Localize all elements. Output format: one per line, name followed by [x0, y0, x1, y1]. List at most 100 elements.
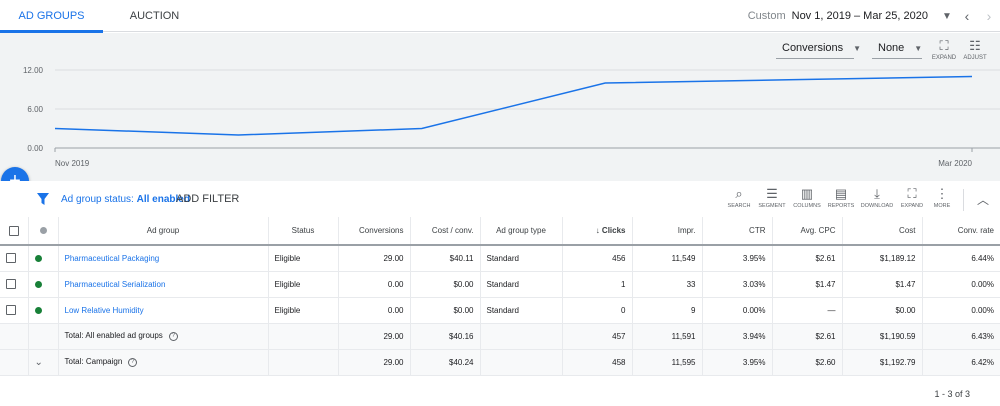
total-row-enabled: Total: All enabled ad groups? 29.00 $40.… — [0, 323, 1000, 350]
clicks-cell: 456 — [562, 245, 633, 272]
status-filter-value: All enabled — [136, 194, 190, 205]
tab-ad-groups[interactable]: Ad groups — [0, 0, 103, 33]
columns-label: COLUMNS — [793, 203, 821, 209]
col-header-avg-cpc[interactable]: Avg. CPC — [772, 217, 843, 246]
help-icon[interactable]: ? — [128, 357, 138, 367]
columns-icon: ▥ — [800, 186, 814, 201]
cost-cell: $1,192.79 — [842, 349, 923, 376]
date-range-picker[interactable]: Custom Nov 1, 2019 – Mar 25, 2020 ▼ ‹ › — [748, 0, 1000, 32]
reports-icon: ▤ — [834, 186, 848, 201]
row-select-cell[interactable] — [0, 271, 29, 298]
status-cell: Eligible — [268, 271, 339, 298]
expand-table-label: EXPAND — [900, 203, 924, 209]
col-header-ctr[interactable]: CTR — [702, 217, 773, 246]
col-header-status[interactable]: Status — [268, 217, 339, 246]
col-header-ad-group-type[interactable]: Ad group type — [480, 217, 563, 246]
select-all-checkbox[interactable] — [8, 225, 19, 236]
chevron-up-icon[interactable]: ︿ — [977, 193, 990, 207]
chart-expand-button[interactable]: ⛶ EXPAND — [929, 37, 959, 61]
row-checkbox[interactable] — [6, 253, 16, 264]
chevron-down-icon[interactable]: ⌄ — [34, 356, 43, 368]
more-label: MORE — [933, 203, 951, 209]
x-tick-label: Nov 2019 — [55, 159, 90, 168]
col-header-cost-per-conv[interactable]: Cost / conv. — [410, 217, 481, 246]
clicks-cell: 0 — [562, 297, 633, 324]
add-filter-button[interactable]: ADD FILTER — [176, 193, 240, 205]
row-checkbox[interactable] — [6, 305, 16, 315]
col-header-clicks[interactable]: ↓ Clicks — [562, 217, 633, 246]
expand-icon: ⛶ — [907, 186, 917, 201]
total-label-cell: Total: Campaign? — [58, 349, 269, 376]
conversions-cell: 0.00 — [338, 271, 411, 298]
empty-cell — [28, 323, 59, 350]
col-header-ad-group[interactable]: Ad group — [58, 217, 269, 246]
row-status-cell — [28, 271, 59, 298]
search-label: SEARCH — [727, 203, 751, 209]
segment-button[interactable]: ☰ SEGMENT — [755, 185, 789, 209]
empty-cell — [0, 349, 29, 376]
cost-per-conv-cell: $40.24 — [410, 349, 481, 376]
enabled-dot-icon — [34, 255, 42, 263]
conv-rate-cell: 0.00% — [922, 271, 1000, 298]
row-select-cell[interactable] — [0, 297, 29, 324]
enabled-dot-icon — [34, 306, 42, 314]
col-header-impr[interactable]: Impr. — [632, 217, 703, 246]
tune-icon: ☷ — [969, 38, 981, 53]
conv-rate-cell: 6.42% — [922, 349, 1000, 376]
chart-adjust-button[interactable]: ☷ ADJUST — [960, 37, 990, 61]
status-cell: Eligible — [268, 245, 339, 272]
select-all-cell[interactable] — [0, 217, 29, 246]
search-button[interactable]: ⌕ SEARCH — [722, 185, 756, 209]
impr-cell: 11,595 — [632, 349, 703, 376]
row-checkbox[interactable] — [6, 279, 16, 289]
expand-cell[interactable]: ⌄ — [28, 349, 59, 376]
date-range-value[interactable]: Nov 1, 2019 – Mar 25, 2020 — [791, 10, 928, 22]
reports-button[interactable]: ▤ REPORTS — [824, 185, 858, 209]
cost-per-conv-cell: $40.16 — [410, 323, 481, 350]
avg-cpc-cell: $2.60 — [772, 349, 843, 376]
download-button[interactable]: ⤓ DOWNLOAD — [860, 185, 894, 209]
caret-down-icon: ▼ — [853, 43, 862, 53]
chevron-left-icon[interactable]: ‹ — [964, 8, 970, 24]
conv-rate-cell: 0.00% — [922, 297, 1000, 324]
chart-expand-label: EXPAND — [931, 55, 957, 61]
ad-group-link[interactable]: Pharmaceutical Packaging — [58, 245, 269, 272]
status-filter-chip[interactable]: Ad group status: All enabled — [61, 194, 190, 205]
status-dot-icon — [39, 227, 47, 235]
y-tick-label: 6.00 — [27, 105, 43, 114]
clicks-cell: 458 — [562, 349, 633, 376]
ctr-cell: 3.95% — [702, 349, 773, 376]
table-header-row: Ad group Status Conversions Cost / conv.… — [0, 217, 1000, 246]
columns-button[interactable]: ▥ COLUMNS — [790, 185, 824, 209]
caret-down-icon[interactable]: ▼ — [942, 10, 952, 22]
conversions-series-line — [54, 75, 973, 136]
conversions-cell: 29.00 — [338, 349, 411, 376]
more-button[interactable]: ⋮ MORE — [925, 185, 959, 209]
col-header-conv-rate[interactable]: Conv. rate — [922, 217, 1000, 246]
empty-cell — [0, 323, 29, 350]
impr-cell: 11,549 — [632, 245, 703, 272]
tab-auction-insights[interactable]: Auction insights — [129, 10, 181, 54]
col-header-cost[interactable]: Cost — [842, 217, 923, 246]
row-select-cell[interactable] — [0, 245, 29, 272]
ctr-cell: 3.95% — [702, 245, 773, 272]
col-header-conversions[interactable]: Conversions — [338, 217, 411, 246]
expand-table-button[interactable]: ⛶ EXPAND — [895, 185, 929, 209]
cost-cell: $1,190.59 — [842, 323, 923, 350]
row-status-cell — [28, 297, 59, 324]
ad-group-link[interactable]: Pharmaceutical Serialization — [58, 271, 269, 298]
total-label: Total: All enabled ad groups — [64, 331, 163, 341]
filter-bar: Ad group status: All enabled ADD FILTER … — [0, 181, 1000, 217]
filter-icon[interactable] — [37, 193, 49, 205]
conv-rate-cell: 6.43% — [922, 323, 1000, 350]
metric-selector-1[interactable]: Conversions ▼ — [776, 39, 861, 59]
impr-cell: 9 — [632, 297, 703, 324]
chevron-right-icon[interactable]: › — [986, 8, 992, 24]
download-icon: ⤓ — [874, 186, 880, 201]
ad-group-link[interactable]: Low Relative Humidity — [58, 297, 269, 324]
help-icon[interactable]: ? — [168, 331, 178, 341]
cost-per-conv-cell: $0.00 — [410, 271, 481, 298]
metric-2-label: None — [878, 42, 905, 54]
row-status-cell — [28, 245, 59, 272]
metric-selector-2[interactable]: None ▼ — [872, 39, 922, 59]
